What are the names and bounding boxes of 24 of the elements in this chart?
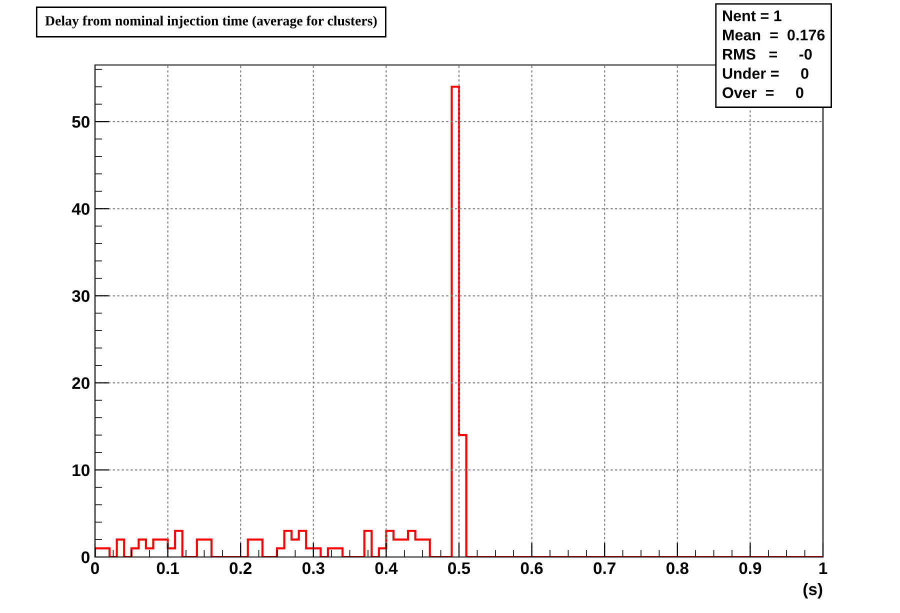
x-tick-label: 0.6 — [520, 562, 543, 574]
x-tick-label: 0.7 — [594, 562, 616, 574]
annotation: Under = 0 — [722, 68, 808, 79]
text: Nent = 1 — [723, 10, 782, 22]
text: RMS = -0 — [723, 48, 812, 60]
y-tick-label: 0 — [82, 551, 90, 564]
y-tick-label: 40 — [72, 203, 90, 215]
y-tick-label: 20 — [72, 377, 90, 390]
x-tick-label: 1 — [819, 562, 828, 574]
y-tick-label: 50 — [72, 116, 90, 128]
x-tick-label: 0.8 — [666, 562, 688, 574]
x-tick-label: 0.3 — [302, 562, 324, 574]
annotation: Over = 0 — [722, 87, 804, 98]
x-axis-title: (s) — [803, 582, 822, 598]
x-tick-label: 0.2 — [230, 562, 252, 574]
x-tick-label: 0.4 — [375, 562, 398, 574]
x-tick-label: 0 — [91, 562, 99, 574]
y-tick-label: 30 — [72, 290, 90, 302]
chart-title: Delay from nominal injection time (average for clusters) — [45, 16, 377, 28]
text: Mean = 0.176 — [723, 30, 825, 40]
x-tick-label: 0.1 — [156, 562, 179, 574]
x-tick-label: 0.5 — [448, 562, 470, 574]
x-tick-label: 0.9 — [739, 562, 762, 574]
y-tick-label: 10 — [72, 464, 90, 476]
